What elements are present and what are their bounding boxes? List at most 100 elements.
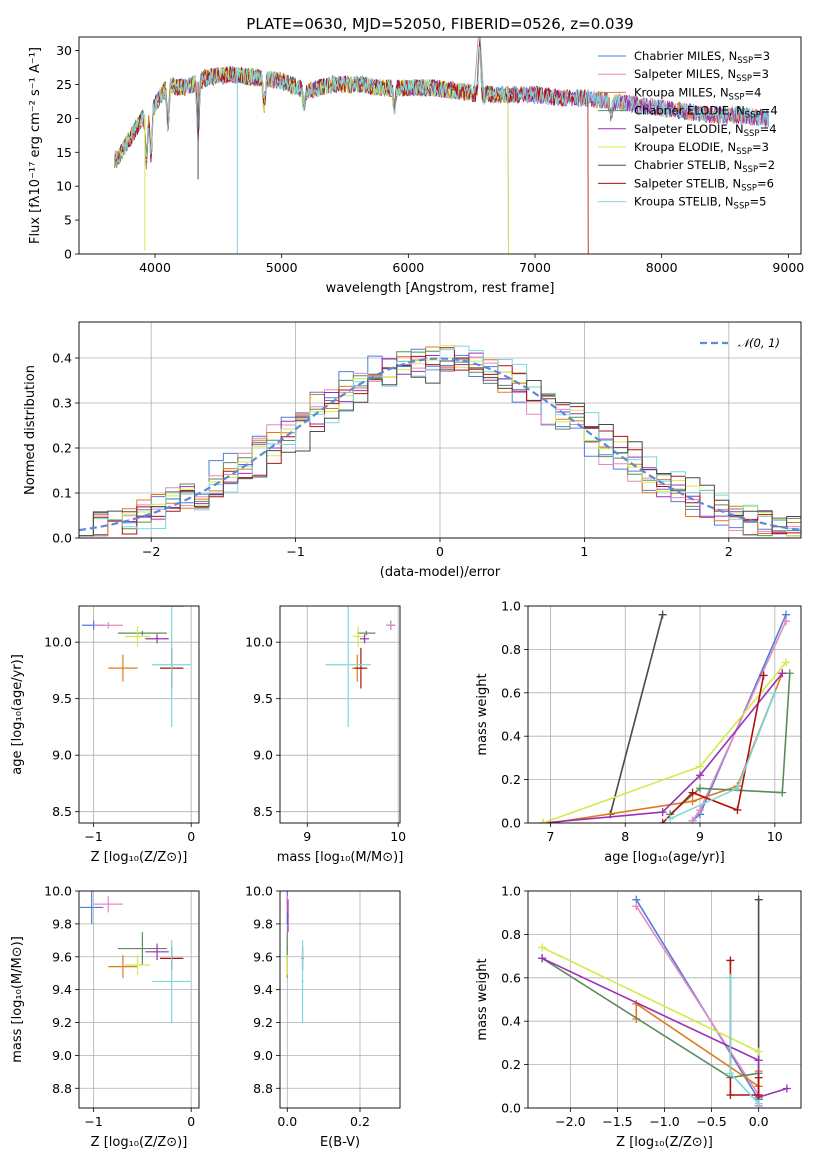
weight-marker-chabrier_elodie — [778, 788, 787, 797]
y-tick-label: 0.6 — [501, 685, 521, 700]
x-axis-label: wavelength [Angstrom, rest frame] — [326, 281, 555, 296]
weight-line-salpeter_stelib — [662, 675, 765, 823]
weight-marker-salpeter_elodie — [782, 1084, 791, 1093]
x-tick-label: 6000 — [392, 260, 424, 275]
y-tick-label: 0.0 — [501, 1101, 521, 1116]
x-tick-label: 8000 — [646, 260, 678, 275]
weight-marker-salpeter_stelib — [759, 671, 768, 680]
legend-label-chabrier_elodie: Chabrier ELODIE, NSSP=4 — [634, 104, 778, 121]
x-tick-label: 7000 — [519, 260, 551, 275]
weight-line-kroupa_elodie — [541, 946, 759, 1053]
x-axis-label: mass [log₁₀(M/M⊙)] — [277, 850, 404, 865]
weight-line-salpeter_elodie — [542, 672, 783, 823]
x-tick-label: −1.0 — [649, 1114, 679, 1129]
weight-marker-chabrier_elodie — [696, 784, 705, 793]
y-tick-label: 9.4 — [253, 982, 273, 997]
weight-marker-salpeter_stelib — [726, 1090, 735, 1099]
weight-marker-kroupa_stelib — [770, 688, 779, 697]
mass-vs-metallicity-panel: −1 0 8.8 9.0 9.2 9.4 9.6 9.8 10.0 Z [log₁₀(Z/Z⊙)]… — [10, 884, 200, 1150]
plot-area — [79, 891, 192, 1023]
y-tick-label: 9.4 — [52, 982, 72, 997]
y-tick-label: 9.2 — [52, 1015, 72, 1030]
weight-marker-kroupa_stelib — [733, 784, 742, 793]
weight-marker-kroupa_elodie — [754, 1047, 763, 1056]
weight-marker-kroupa_stelib — [726, 973, 735, 982]
y-tick-label: 10.0 — [245, 884, 273, 899]
legend-label-chabrier_miles: Chabrier MILES, NSSP=3 — [634, 49, 770, 66]
weight-marker-salpeter_stelib — [658, 819, 667, 823]
y-tick-label: 15 — [56, 145, 72, 160]
x-tick-label: 0.0 — [277, 1114, 297, 1129]
gaussian-curve — [79, 357, 801, 532]
y-tick-label: 9.0 — [52, 1048, 72, 1063]
x-tick-label: 8 — [621, 829, 629, 844]
y-tick-label: 0 — [64, 247, 72, 262]
x-axis-label: age [log₁₀(age/yr)] — [604, 850, 725, 865]
y-tick-label: 8.8 — [52, 1081, 72, 1096]
axes-frame — [78, 36, 802, 255]
y-tick-label: 10.0 — [245, 635, 273, 650]
weight-marker-salpeter_miles — [696, 805, 705, 814]
y-tick-label: 9.5 — [253, 691, 273, 706]
x-tick-label: −0.5 — [696, 1114, 726, 1129]
x-tick-label: 0 — [187, 829, 195, 844]
y-tick-label: 25 — [56, 77, 72, 92]
y-tick-label: 9.0 — [253, 748, 273, 763]
plot-area — [538, 610, 794, 823]
plot-area — [325, 606, 396, 727]
y-tick-label: 8.8 — [253, 1081, 273, 1096]
y-tick-label: 0.6 — [501, 970, 521, 985]
x-tick-label: −1 — [84, 829, 102, 844]
axes-frame — [279, 605, 401, 824]
residual-histogram-panel: −2 −1 0 1 2 0.0 0.1 0.2 0.3 0.4 (data-model)/error… — [23, 321, 802, 580]
y-tick-label: 1.0 — [501, 884, 521, 899]
weight-marker-salpeter_elodie — [778, 669, 787, 678]
y-tick-label: 0.3 — [52, 396, 72, 411]
x-tick-label: 4000 — [139, 260, 171, 275]
x-axis-label: Z [log₁₀(Z/Z⊙)] — [616, 1135, 713, 1150]
spectrum-panel: 4000 5000 6000 7000 8000 9000 0 5 10 15 20 25 30 wave… — [28, 36, 804, 296]
y-tick-label: 9.6 — [52, 949, 72, 964]
y-tick-label: 0.4 — [52, 351, 72, 366]
y-tick-label: 9.8 — [253, 916, 273, 931]
weight-marker-kroupa_stelib — [726, 1069, 735, 1078]
y-tick-label: 0.8 — [501, 642, 521, 657]
plot-area — [79, 345, 801, 537]
weight-marker-salpeter_stelib — [733, 805, 742, 814]
x-tick-label: 0.2 — [350, 1114, 370, 1129]
y-tick-label: 9.6 — [253, 949, 273, 964]
y-tick-label: 10 — [56, 179, 72, 194]
spectrum-line-salpeter_stelib — [114, 41, 589, 254]
weight-marker-salpeter_stelib — [754, 1073, 763, 1082]
legend-label-kroupa_elodie: Kroupa ELODIE, NSSP=3 — [634, 140, 769, 157]
x-tick-label: 9 — [303, 829, 311, 844]
axes-frame — [279, 890, 401, 1109]
age-vs-mass-panel: 9 10 8.5 9.0 9.5 10.0 mass [log₁₀(M/M⊙)] — [245, 605, 406, 865]
legend-label-chabrier_stelib: Chabrier STELIB, NSSP=2 — [634, 158, 775, 175]
weight-marker-salpeter_miles — [782, 617, 791, 626]
weight-marker-kroupa_miles — [688, 797, 697, 806]
y-axis-label: mass weight — [475, 958, 490, 1040]
legend-label-salpeter_miles: Salpeter MILES, NSSP=3 — [634, 67, 769, 84]
x-tick-label: −2 — [142, 544, 160, 559]
weight-marker-kroupa_elodie — [696, 762, 705, 771]
weight-marker-chabrier_elodie — [785, 669, 794, 678]
x-axis-label: E(B-V) — [320, 1135, 360, 1150]
y-tick-label: 1.0 — [501, 599, 521, 614]
plot-area — [81, 606, 192, 727]
y-axis-label: mass [log₁₀(M/M⊙)] — [10, 936, 25, 1063]
weight-marker-kroupa_elodie — [782, 658, 791, 667]
weight-marker-salpeter_stelib — [688, 788, 697, 797]
weight-marker-salpeter_elodie — [696, 771, 705, 780]
weight-marker-salpeter_miles — [632, 902, 641, 911]
plot-area — [538, 895, 791, 1108]
x-tick-label: 10 — [390, 829, 406, 844]
y-tick-label: 8.5 — [253, 804, 273, 819]
legend-label-kroupa_stelib: Kroupa STELIB, NSSP=5 — [634, 195, 766, 212]
y-tick-label: 30 — [56, 43, 72, 58]
weight-marker-salpeter_miles — [688, 816, 697, 823]
weight-marker-chabrier_stelib — [754, 895, 763, 904]
weight-marker-kroupa_elodie — [538, 943, 547, 952]
y-tick-label: 9.0 — [253, 1048, 273, 1063]
